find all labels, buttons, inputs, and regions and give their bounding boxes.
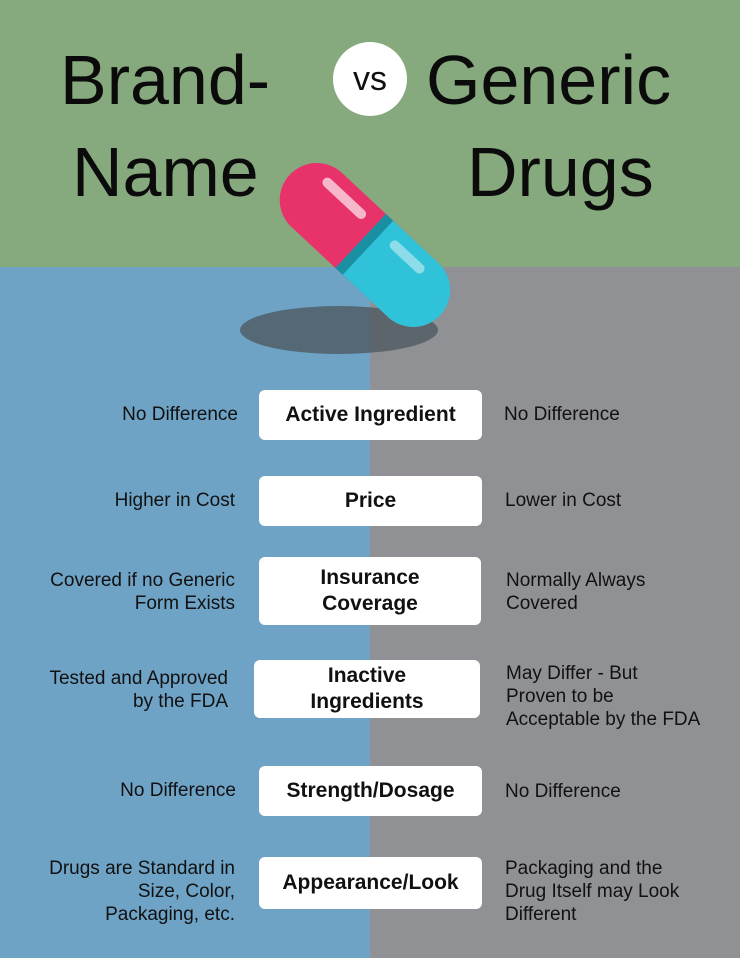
title-brand: Brand- [60,41,271,119]
generic-insurance-coverage: Normally Always Covered [506,570,646,614]
brand-inactive-ingredients: Tested and Approved by the FDA [49,668,228,712]
brand-strength-dosage: No Difference [120,780,236,801]
title-drugs: Drugs [467,133,654,211]
brand-insurance-coverage: Covered if no Generic Form Exists [50,570,235,614]
generic-active-ingredient: No Difference [504,404,620,425]
label-strength-dosage: Strength/Dosage [259,766,482,816]
title-generic: Generic [426,41,672,119]
label-insurance-coverage: Insurance Coverage [259,557,481,625]
title-name: Name [72,133,259,211]
brand-price: Higher in Cost [114,490,235,511]
capsule-pill-icon [279,162,451,328]
generic-price: Lower in Cost [505,490,622,511]
brand-appearance-look: Drugs are Standard in Size, Color, Packa… [49,858,235,925]
brand-active-ingredient: No Difference [122,404,238,425]
vs-badge: vs [333,42,407,116]
label-price: Price [259,476,482,526]
generic-strength-dosage: No Difference [505,781,621,802]
label-inactive-ingredients: Inactive Ingredients [254,660,480,718]
label-appearance-look: Appearance/Look [259,857,482,909]
generic-appearance-look: Packaging and the Drug Itself may Look D… [505,858,680,925]
label-active-ingredient: Active Ingredient [259,390,482,440]
generic-inactive-ingredients: May Differ - But Proven to be Acceptable… [506,663,701,730]
